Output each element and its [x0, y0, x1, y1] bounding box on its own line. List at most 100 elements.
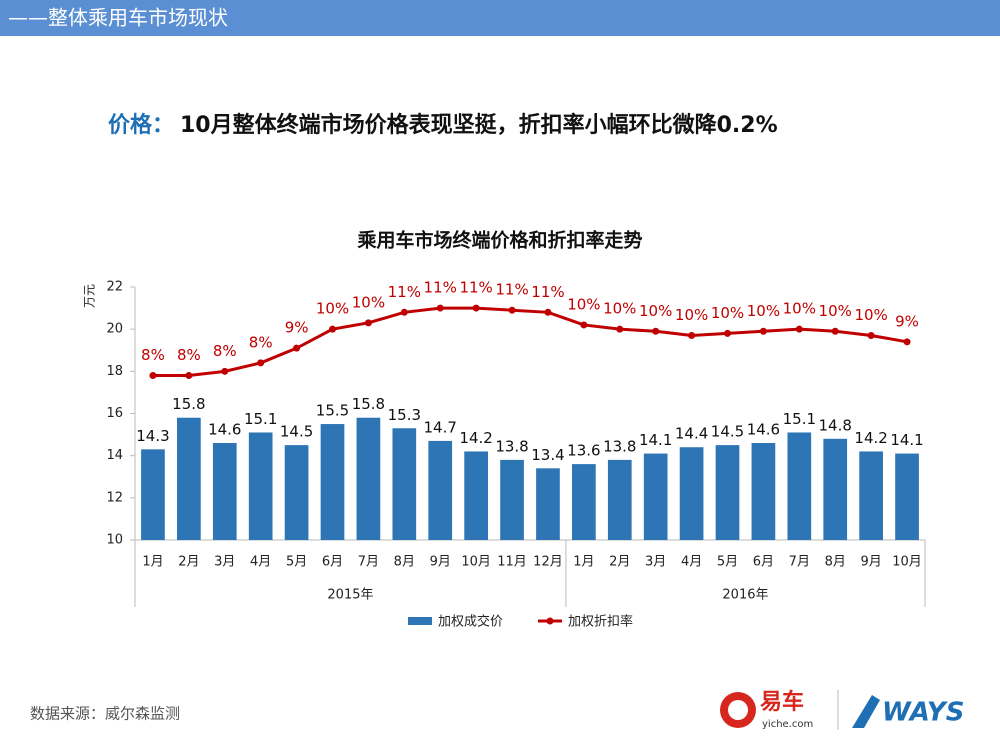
legend-swatch — [408, 617, 432, 625]
x-tick-label: 4月 — [681, 555, 702, 570]
line-value-label: 10% — [603, 300, 636, 318]
line-value-label: 10% — [854, 306, 887, 324]
bar-value-label: 14.6 — [208, 421, 241, 439]
bar — [428, 440, 453, 540]
line-marker — [903, 338, 911, 346]
bar-value-label: 14.2 — [854, 429, 887, 447]
bar — [464, 451, 488, 540]
line-value-label: 10% — [711, 304, 744, 322]
line-marker — [759, 327, 767, 335]
bar — [787, 432, 812, 540]
line-value-label: 9% — [895, 312, 919, 330]
bar-value-label: 14.5 — [711, 423, 744, 441]
line-marker — [544, 308, 552, 316]
bar — [643, 453, 668, 540]
x-tick-label: 4月 — [250, 555, 271, 570]
y-tick-label: 14 — [106, 448, 123, 463]
y-tick-label: 22 — [106, 280, 123, 295]
x-tick-label: 5月 — [717, 555, 738, 570]
line-marker — [472, 304, 480, 312]
bar — [212, 443, 237, 540]
line-value-label: 8% — [177, 346, 201, 364]
line-value-label: 8% — [213, 342, 237, 360]
bar — [715, 445, 740, 540]
bar-value-label: 14.3 — [136, 427, 169, 445]
x-tick-label: 5月 — [286, 555, 307, 570]
x-tick-label: 11月 — [497, 555, 527, 570]
legend-label: 加权成交价 — [438, 614, 503, 630]
bar — [607, 459, 632, 540]
x-tick-label: 6月 — [753, 555, 774, 570]
yiche-url: yiche.com — [762, 719, 813, 730]
line-value-label: 10% — [352, 293, 385, 311]
x-tick-label: 2月 — [178, 555, 199, 570]
line-marker — [688, 331, 696, 339]
line-marker — [364, 319, 372, 327]
ways-icon — [852, 695, 880, 728]
bar — [859, 451, 883, 540]
line-marker — [185, 372, 193, 380]
legend-swatch-marker — [546, 617, 554, 625]
line-marker — [149, 372, 157, 380]
x-tick-label: 10月 — [892, 555, 922, 570]
bar-value-label: 15.5 — [316, 402, 349, 420]
bar-value-label: 15.3 — [388, 406, 421, 424]
line-marker — [329, 325, 336, 333]
line-marker — [508, 306, 516, 314]
line-value-label: 10% — [783, 300, 816, 318]
y-tick-label: 10 — [106, 533, 123, 548]
line-marker — [293, 344, 301, 352]
header-title: ——整体乘用车市场现状 — [8, 6, 228, 30]
legend-label: 加权折扣率 — [568, 614, 633, 630]
headline-label: 价格： — [108, 112, 174, 138]
x-tick-label: 3月 — [214, 555, 235, 570]
bar — [320, 424, 345, 540]
y-tick-label: 12 — [106, 490, 123, 505]
line-marker — [724, 329, 731, 337]
x-tick-label: 1月 — [573, 555, 594, 570]
x-tick-label: 9月 — [860, 555, 881, 570]
group-label: 2016年 — [722, 588, 768, 603]
bar — [177, 417, 201, 540]
bar-value-label: 13.4 — [531, 446, 564, 464]
header-bar — [0, 0, 1000, 36]
bar-value-label: 14.7 — [424, 418, 457, 436]
bar — [572, 464, 596, 540]
bar-value-label: 15.8 — [352, 395, 385, 413]
x-tick-label: 3月 — [645, 555, 666, 570]
group-label: 2015年 — [327, 588, 373, 603]
bar-value-label: 14.6 — [747, 421, 780, 439]
line-value-label: 10% — [675, 306, 708, 324]
bar-value-label: 14.4 — [675, 425, 708, 443]
bar-value-label: 14.2 — [459, 429, 492, 447]
line-value-label: 11% — [495, 281, 528, 299]
y-tick-label: 20 — [106, 322, 123, 337]
line-value-label: 10% — [639, 302, 672, 320]
bar-value-label: 15.8 — [172, 395, 205, 413]
headline-text: 10月整体终端市场价格表现坚挺，折扣率小幅环比微降0.2% — [180, 112, 778, 138]
line-marker — [831, 327, 839, 335]
y-tick-label: 16 — [106, 406, 123, 421]
y-tick-label: 18 — [106, 364, 123, 379]
x-tick-label: 8月 — [825, 555, 846, 570]
line-value-label: 10% — [316, 300, 349, 318]
line-marker — [221, 367, 229, 375]
bar-value-label: 13.8 — [495, 437, 528, 455]
line-value-label: 11% — [388, 283, 421, 301]
line-marker — [400, 308, 408, 316]
line — [152, 306, 908, 378]
source: 数据来源：威尔森监测 — [30, 705, 180, 723]
bar — [500, 459, 524, 540]
bar — [356, 417, 381, 540]
bar-value-label: 15.1 — [244, 410, 277, 428]
line-value-label: 8% — [249, 333, 273, 351]
line-value-label: 10% — [747, 302, 780, 320]
line-value-label: 10% — [819, 302, 852, 320]
x-tick-label: 12月 — [533, 555, 563, 570]
x-tick-label: 2月 — [609, 555, 630, 570]
bar-value-label: 14.1 — [890, 431, 923, 449]
line-marker — [616, 325, 624, 333]
bar — [284, 445, 309, 540]
bar-value-label: 13.8 — [603, 437, 636, 455]
